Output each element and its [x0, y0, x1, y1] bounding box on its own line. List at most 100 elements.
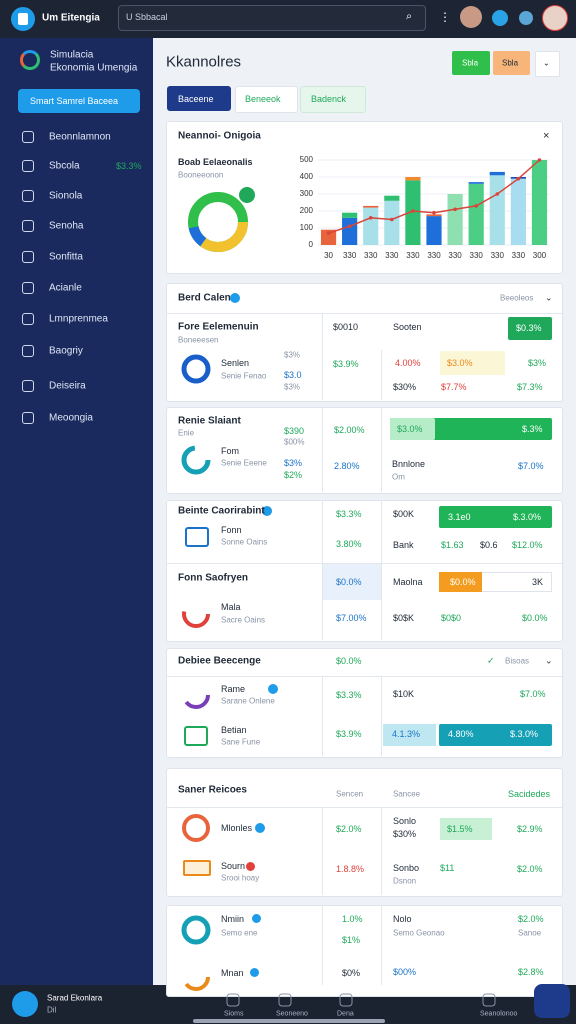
- cell-text: Sencen: [336, 789, 364, 799]
- cell-text: Fonn: [221, 525, 242, 535]
- cell-text: $0.0%: [450, 577, 476, 587]
- fab[interactable]: [534, 984, 570, 1018]
- cell-text: $.3.0%: [513, 512, 542, 522]
- cell-text: $3.3%: [336, 690, 362, 700]
- tab[interactable]: [235, 86, 298, 113]
- cell-text: Sacre Oains: [221, 615, 266, 625]
- cell-text: $30%: [393, 382, 417, 392]
- cell-text: 2.80%: [334, 461, 360, 471]
- divider: [322, 905, 323, 985]
- cell-text: Rame: [221, 684, 246, 694]
- nav-item[interactable]: Sionola: [49, 190, 83, 202]
- cell-text: $7.0%: [518, 461, 544, 471]
- divider: [381, 807, 382, 895]
- cell-text: $390: [284, 426, 305, 436]
- divider: [381, 676, 382, 756]
- cell-text: $3.0%: [447, 358, 473, 368]
- action-button[interactable]: [452, 51, 490, 75]
- cell-text: Senie Eeene: [221, 458, 267, 468]
- cell-text: $3%: [284, 382, 301, 392]
- cell-text: Bnnlone: [392, 459, 426, 469]
- divider: [166, 313, 562, 314]
- cell-text: Sourn: [221, 861, 246, 871]
- search-box[interactable]: [118, 5, 426, 31]
- divider: [381, 500, 382, 640]
- card-title: Debiee Beecenge: [178, 655, 261, 667]
- cell-text: Mala: [221, 602, 241, 612]
- app-logo-glyph: [18, 13, 28, 25]
- cell-text: 4.00%: [395, 358, 421, 368]
- dropdown-button[interactable]: [535, 51, 560, 77]
- profile-name: Sarad Ekonlara: [47, 993, 103, 1003]
- profile-role: Dil: [47, 1005, 57, 1015]
- value-button[interactable]: [508, 317, 552, 340]
- nav-item[interactable]: Beonnlamnon: [49, 131, 111, 143]
- action-button[interactable]: [493, 51, 530, 75]
- nav-item[interactable]: Baogriy: [49, 345, 83, 357]
- cell-text: $00%: [284, 437, 305, 447]
- avatar[interactable]: [460, 6, 482, 28]
- cell-text: Sane Fune: [221, 737, 261, 747]
- nav-item[interactable]: Sonfitta: [49, 251, 83, 263]
- tab-label: Beneeok: [245, 94, 281, 104]
- progress-bar: [439, 506, 552, 528]
- bottom-nav-label[interactable]: Sioms: [224, 1010, 244, 1018]
- cell-text: Senie Fenao: [221, 371, 267, 381]
- divider: [166, 807, 562, 808]
- card-title: Saner Reicoes: [178, 784, 247, 796]
- tab[interactable]: [300, 86, 366, 113]
- nav-item[interactable]: Meoongia: [49, 412, 93, 424]
- cell-text: $.3%: [522, 424, 543, 434]
- nav-item[interactable]: Deiseira: [49, 380, 86, 392]
- cell-text: Betian: [221, 725, 247, 735]
- profile-avatar[interactable]: [542, 5, 568, 31]
- cell-text: $2.8%: [518, 967, 544, 977]
- cell-text: Boneeesen: [178, 335, 219, 345]
- divider: [166, 676, 562, 677]
- cell-text: $3.9%: [336, 729, 362, 739]
- cta-label: Smart Samrel Baceea: [30, 96, 119, 106]
- cell-text: Fore Eelemenuin: [178, 321, 259, 333]
- nav-icon: [22, 380, 34, 392]
- card-title: Beinte Caorirabint: [178, 505, 265, 517]
- cta-button[interactable]: [18, 89, 140, 113]
- highlight-cell: [323, 564, 381, 600]
- check-icon: ✓: [487, 655, 495, 666]
- progress-bar: [439, 724, 552, 746]
- cell-text: $0%: [342, 968, 361, 978]
- bottom-nav-label[interactable]: Seanolonoo: [480, 1010, 518, 1018]
- card-title: Berd Calen: [178, 292, 231, 304]
- sidebar: [0, 38, 153, 985]
- divider: [322, 676, 323, 756]
- cell-text: Nmiin: [221, 914, 245, 924]
- bottom-nav-label[interactable]: Dena: [337, 1010, 354, 1018]
- cell-text: $2.00%: [334, 425, 365, 435]
- cell-text: $2.0%: [518, 914, 544, 924]
- cell-text: $7.3%: [517, 382, 543, 392]
- brand: Ekonomia Umengia: [50, 62, 138, 74]
- menu-dots: ⋮: [439, 10, 451, 24]
- cell-text: 3.80%: [336, 539, 362, 549]
- cell-text: 4.1.3%: [392, 729, 421, 739]
- cell-text: Sanoe: [518, 928, 542, 938]
- wallet-icon: [184, 726, 208, 746]
- nav-item[interactable]: Acianle: [49, 282, 82, 294]
- tab-active[interactable]: [167, 86, 231, 111]
- cell-text: Semo Geonao: [393, 928, 445, 938]
- cell-text: $0.0%: [336, 656, 362, 666]
- bottom-nav-label[interactable]: Seoneeno: [276, 1010, 308, 1018]
- divider: [322, 407, 323, 492]
- divider: [381, 407, 382, 492]
- close-icon[interactable]: ×: [543, 130, 550, 142]
- cell-text: $11: [440, 863, 455, 873]
- nav-item[interactable]: Senoha: [49, 220, 84, 232]
- cell-text: 3K: [532, 577, 544, 587]
- nav-item[interactable]: Sbcola: [49, 160, 80, 172]
- nav-icon: [22, 190, 34, 202]
- nav-item[interactable]: Lmnprenmea: [49, 313, 108, 325]
- cell-text: $0$K: [393, 613, 415, 623]
- cell-text: $0.6: [480, 540, 498, 550]
- card-title: Neannoi- Onigoia: [178, 130, 261, 142]
- highlight-cell: [383, 724, 436, 746]
- verified-icon: [255, 823, 265, 833]
